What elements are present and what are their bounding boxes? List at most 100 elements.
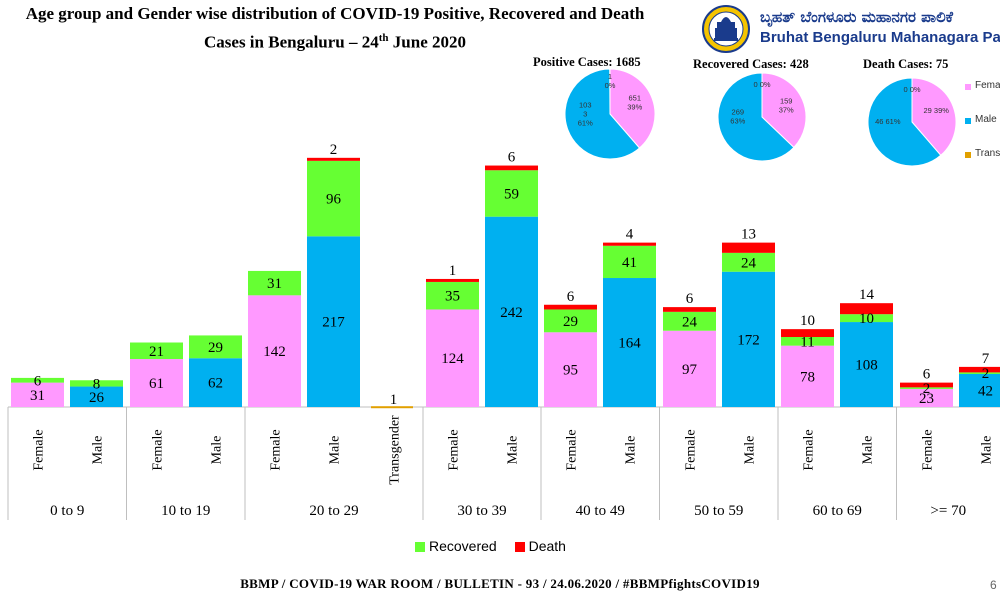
pie-data-label: 0 0% [903,85,920,94]
category-label-male: Male [624,436,639,465]
data-label-recovered: 59 [504,186,519,202]
legend-recovered-label: Recovered [429,538,497,554]
death-pie-title: Death Cases: 75 [863,57,949,71]
bbmp-logo: ಬೃಹತ್ ಬೆಂಗಳೂರು ಮಹಾನಗರ ಪಾಲಿಕೆ Bruhat Beng… [690,2,1000,60]
data-label-recovered: 31 [267,276,282,292]
bbmp-seal-icon [702,5,750,53]
pie-data-label: 0 0% [753,80,770,89]
title-line-2-text: Cases in Bengaluru – 24 [204,32,379,52]
page-number: 6 [990,578,997,592]
data-label-death: 1 [449,263,457,279]
title-line-2-date: June 2020 [388,32,466,52]
age-group-label: 10 to 19 [161,503,210,519]
data-label-recovered: 11 [800,334,814,350]
pie-data-label: 63% [730,117,745,126]
data-label-death: 2 [330,142,338,158]
bar-segment-death [544,304,597,310]
title-ordinal-suffix: th [378,32,389,44]
category-label-male: Male [980,436,995,465]
bar-segment-death [663,307,716,312]
bar-segment-male [959,373,1000,407]
data-label-positive: 97 [682,362,698,378]
data-label-positive: 164 [618,336,641,352]
bar-segment-female [11,382,64,407]
legend-death-label: Death [528,538,566,554]
category-label-male: Male [328,436,343,465]
data-label-positive: 172 [737,332,760,348]
bar-segment-death [722,242,775,253]
bar-segment-recovered [544,309,597,333]
bar-segment-female [248,295,301,407]
category-label-female: Female [565,429,580,470]
pie-slice-female [911,77,957,157]
category-label-female: Female [684,429,699,470]
bar-segment-recovered [426,281,479,310]
data-label-recovered: 96 [326,192,342,208]
data-label-recovered: 29 [208,340,223,356]
bar-segment-death [603,242,656,246]
data-label-recovered: 24 [741,255,757,271]
bar-segment-recovered [840,314,893,323]
data-label-death: 7 [982,351,990,367]
bar-segment-recovered [900,387,953,389]
category-label-transgender: Transgender [388,415,403,485]
data-label-positive: 31 [30,388,45,404]
bar-segment-female [663,330,716,407]
data-label-transgender: 1 [390,392,398,408]
bar-segment-male [485,216,538,407]
age-group-label: 20 to 29 [309,503,358,519]
data-label-positive: 23 [919,391,934,407]
recovered-swatch [415,542,425,553]
data-label-positive: 62 [208,376,223,392]
positive-pie-title: Positive Cases: 1685 [533,55,641,69]
chart-title: Age group and Gender wise distribution o… [0,2,680,55]
data-label-death: 10 [800,313,815,329]
bar-segment-transgender [371,406,413,409]
data-label-positive: 108 [855,358,878,374]
bar-segment-recovered [722,252,775,272]
bar-segment-female [130,359,183,407]
category-label-male: Male [861,436,876,465]
pie-data-label: 269 [732,108,745,117]
bar-segment-recovered [603,245,656,279]
pie-data-label: 29 39% [923,106,949,115]
data-label-positive: 242 [500,305,523,321]
pie-legend-female-label: Female [975,80,1000,91]
death-swatch [514,542,525,553]
age-group-label: 30 to 39 [457,503,506,519]
category-label-male: Male [210,436,225,465]
bar-segment-male [189,358,242,407]
age-group-label: 0 to 9 [50,503,84,519]
category-label-female: Female [447,429,462,470]
bar-segment-death [307,157,360,161]
title-line-1: Age group and Gender wise distribution o… [25,4,645,23]
data-label-death: 6 [686,291,694,307]
data-label-positive: 95 [563,363,578,379]
category-label-female: Female [32,429,47,470]
data-label-recovered: 8 [93,376,101,392]
pie-data-label: 159 [780,97,793,106]
data-label-death: 14 [859,287,875,303]
logo-kannada-text: ಬೃಹತ್ ಬೆಂಗಳೂರು ಮಹಾನಗರ ಪಾಲಿಕೆ [760,8,953,26]
pie-legend-male-label: Male [975,114,997,125]
data-label-recovered: 2 [982,366,990,382]
category-label-female: Female [269,429,284,470]
bar-segment-female [426,309,479,407]
bar-segment-female [900,388,953,407]
pie-data-label: 651 [628,94,641,103]
category-label-female: Female [802,429,817,470]
pie-data-label: 61% [578,118,593,127]
bar-segment-recovered [70,380,123,387]
recovered-pie-title: Recovered Cases: 428 [693,57,809,71]
data-label-recovered: 6 [34,373,42,389]
data-label-death: 6 [923,367,931,383]
bar-segment-death [900,382,953,388]
bar-segment-recovered [959,372,1000,374]
data-label-recovered: 35 [445,289,460,305]
data-label-recovered: 24 [682,314,698,330]
data-label-positive: 142 [263,344,286,360]
bar-segment-male [307,236,360,407]
bar-segment-recovered [663,311,716,331]
bar-segment-recovered [485,170,538,217]
